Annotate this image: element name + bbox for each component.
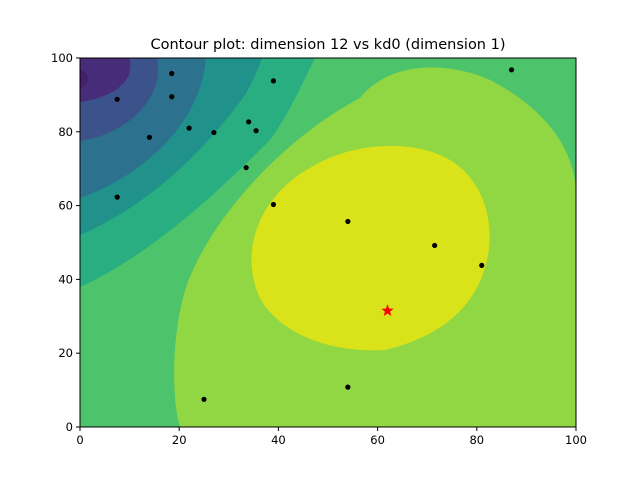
chart-title: Contour plot: dimension 12 vs kd0 (dimen… bbox=[150, 37, 505, 53]
sample-point bbox=[253, 128, 259, 134]
sample-point bbox=[243, 164, 249, 171]
sample-point bbox=[270, 201, 277, 208]
contour-field bbox=[80, 58, 576, 427]
sample-point bbox=[146, 134, 153, 140]
contour-level-0 bbox=[80, 58, 131, 102]
sample-point bbox=[270, 78, 277, 84]
y-axis: 0 20 40 60 80 100 bbox=[51, 51, 80, 434]
sample-points bbox=[114, 67, 515, 402]
y-tick-label: 40 bbox=[58, 272, 73, 286]
best-point-star bbox=[381, 304, 394, 317]
plot-frame bbox=[79, 57, 577, 428]
x-tick-label: 100 bbox=[565, 433, 587, 447]
y-tick-label: 20 bbox=[58, 346, 73, 360]
x-tick-label: 80 bbox=[469, 433, 484, 447]
sample-point bbox=[345, 218, 351, 225]
sample-point bbox=[508, 67, 515, 73]
sample-point bbox=[345, 384, 351, 390]
x-tick-label: 40 bbox=[271, 433, 286, 447]
sample-point bbox=[246, 119, 252, 125]
x-tick-label: 0 bbox=[76, 433, 83, 447]
sample-point bbox=[114, 194, 120, 200]
sample-point bbox=[201, 396, 207, 402]
sample-point bbox=[169, 70, 175, 77]
sample-point bbox=[432, 242, 438, 249]
sample-point bbox=[479, 262, 485, 268]
best-point-layer bbox=[381, 304, 394, 317]
sample-point bbox=[114, 96, 120, 102]
x-tick-label: 60 bbox=[370, 433, 385, 447]
x-tick-label: 20 bbox=[172, 433, 187, 447]
contour-level-0-peak bbox=[80, 70, 89, 89]
sample-point bbox=[186, 125, 192, 131]
x-axis: 0 20 40 60 80 100 bbox=[76, 427, 587, 447]
y-tick-label: 100 bbox=[51, 51, 73, 65]
y-tick-label: 0 bbox=[66, 420, 73, 434]
sample-point bbox=[211, 129, 217, 136]
sample-point bbox=[169, 94, 175, 100]
y-tick-label: 60 bbox=[58, 199, 73, 213]
y-tick-label: 80 bbox=[58, 125, 73, 139]
contour-level-7 bbox=[251, 145, 490, 351]
